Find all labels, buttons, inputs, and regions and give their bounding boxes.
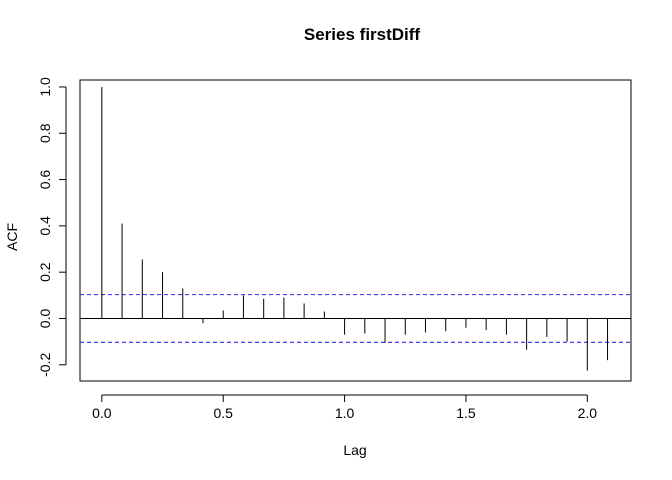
plot-frame	[79, 79, 632, 382]
x-axis: 0.0 0.5 1.0 1.5 2.0	[92, 394, 598, 421]
y-tick-label: 0.0	[37, 309, 53, 329]
y-axis: -0.2 0.0 0.2 0.4 0.6 0.8 1.0	[37, 77, 67, 377]
y-tick-label: 0.8	[37, 123, 53, 143]
y-tick-label: -0.2	[37, 353, 53, 377]
x-tick-label: 2.0	[578, 405, 598, 421]
x-tick-label: 1.0	[335, 405, 355, 421]
chart-title: Series firstDiff	[304, 25, 421, 44]
y-tick-label: 1.0	[37, 77, 53, 97]
x-axis-label: Lag	[343, 442, 366, 458]
x-tick-label: 0.5	[213, 405, 233, 421]
y-axis-label: ACF	[4, 223, 20, 251]
acf-bars	[101, 86, 609, 371]
y-tick-label: 0.4	[37, 216, 53, 236]
x-tick-label: 1.5	[456, 405, 476, 421]
y-tick-label: 0.2	[37, 262, 53, 282]
confidence-bounds	[80, 294, 631, 343]
y-tick-label: 0.6	[37, 170, 53, 190]
x-tick-label: 0.0	[92, 405, 112, 421]
